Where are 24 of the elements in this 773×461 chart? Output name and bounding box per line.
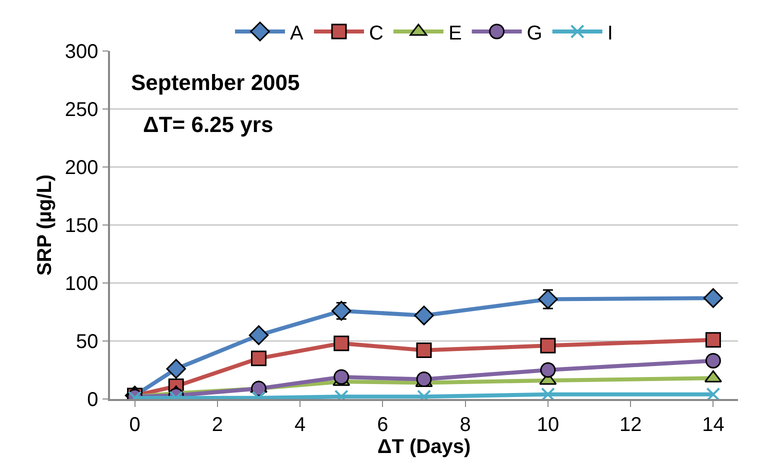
x-tick-label: 10 <box>536 414 560 436</box>
y-tick-label: 50 <box>76 331 98 353</box>
legend-label: A <box>290 22 304 44</box>
annotation: ΔT= 6.25 yrs <box>143 112 274 137</box>
y-tick-label: 150 <box>64 215 98 237</box>
legend-label: G <box>526 22 542 44</box>
legend-label: C <box>369 22 384 44</box>
annotation: September 2005 <box>131 70 300 95</box>
x-tick-label: 6 <box>377 414 388 436</box>
y-tick-label: 100 <box>64 273 98 295</box>
y-tick-label: 250 <box>64 99 98 121</box>
legend-label: E <box>448 22 462 44</box>
x-axis-title: ΔT (Days) <box>377 436 471 458</box>
y-tick-label: 300 <box>64 41 98 63</box>
x-tick-label: 0 <box>129 414 140 436</box>
x-tick-label: 14 <box>702 414 724 436</box>
y-tick-label: 200 <box>64 157 98 179</box>
x-tick-label: 8 <box>460 414 471 436</box>
y-axis-title: SRP (µg/L) <box>34 174 56 276</box>
y-tick-label: 0 <box>87 389 98 411</box>
x-tick-label: 4 <box>294 414 306 436</box>
x-tick-label: 2 <box>212 414 223 436</box>
legend-label: I <box>607 22 613 44</box>
x-tick-label: 12 <box>619 414 642 436</box>
